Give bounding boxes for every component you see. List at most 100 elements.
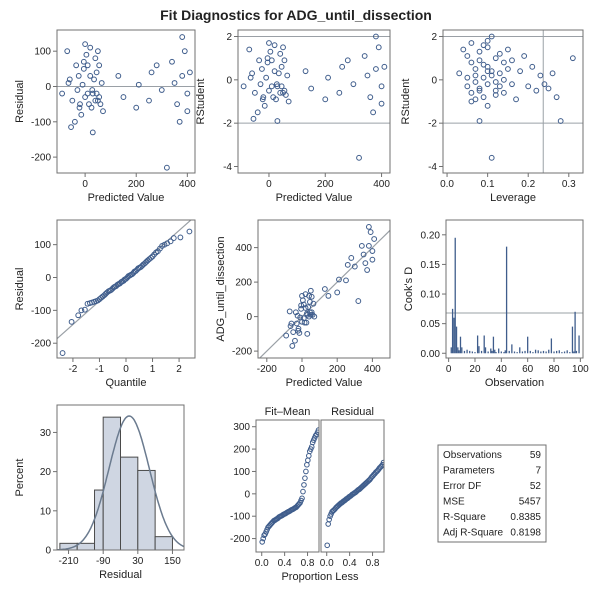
data-point [345, 58, 350, 63]
data-point [534, 88, 539, 93]
data-point [69, 319, 74, 324]
rstudent_vs_leverage-axes: 0.0 0.1 0.2 0.320-2-4LeverageRStudent [400, 30, 583, 204]
data-point [187, 70, 192, 75]
data-point [149, 70, 154, 75]
rf-panel-plot-area [260, 428, 321, 544]
y-tick-label: 0.15 [421, 260, 441, 271]
data-point [70, 98, 75, 103]
x-tick-label: -90 [96, 556, 111, 567]
data-point [370, 257, 375, 262]
data-point [89, 105, 94, 110]
data-point [182, 49, 187, 54]
data-point [485, 82, 490, 87]
data-point [457, 71, 462, 76]
data-point [99, 81, 104, 86]
data-point [485, 45, 490, 50]
data-point [370, 249, 375, 254]
data-point [121, 95, 126, 100]
data-point [92, 77, 97, 82]
data-point [473, 73, 478, 78]
plot-frame [321, 420, 384, 552]
data-point [337, 90, 342, 95]
x-tick-label: 80 [548, 364, 560, 375]
data-point [477, 49, 482, 54]
y-axis-label: ADG_until_dissection [215, 236, 227, 341]
data-point [362, 54, 367, 59]
data-point [365, 268, 370, 273]
data-point [65, 49, 70, 54]
y-tick-label: -100 [31, 117, 51, 128]
data-point [514, 97, 519, 102]
data-point [340, 64, 345, 69]
data-point [493, 80, 498, 85]
y-tick-label: 2 [431, 32, 437, 43]
plot-frame [446, 220, 583, 358]
residual_histogram-plot-area [57, 416, 184, 550]
data-point [344, 278, 349, 283]
data-point [170, 59, 175, 64]
data-point [366, 225, 371, 230]
table-row-value: 5457 [519, 497, 542, 508]
y-tick-label: 0 [226, 75, 232, 86]
x-tick-label: 150 [164, 556, 181, 567]
x-tick-label: 400 [179, 179, 196, 190]
panel-header: Fit–Mean [265, 406, 311, 418]
data-point [272, 43, 277, 48]
x-tick-label: 0 [123, 364, 129, 375]
x-tick-label: -2 [68, 364, 77, 375]
x-tick-label: 0 [446, 364, 452, 375]
data-point [465, 84, 470, 89]
data-point [546, 86, 551, 91]
data-point [284, 333, 289, 338]
data-point [82, 307, 87, 312]
y-tick-label: 100 [34, 240, 51, 251]
y-tick-label: 200 [235, 278, 252, 289]
y-tick-label: 0.00 [421, 349, 441, 360]
data-point [309, 86, 314, 91]
y-tick-label: 10 [40, 506, 52, 517]
data-point [180, 74, 185, 79]
data-point [522, 54, 527, 59]
data-point [185, 109, 190, 114]
y-tick-label: -200 [232, 347, 252, 358]
data-point [363, 261, 368, 266]
data-point [285, 73, 290, 78]
data-point [134, 105, 139, 110]
data-point [379, 101, 384, 106]
data-point [278, 51, 283, 56]
y-tick-label: -200 [31, 153, 51, 164]
data-point [526, 84, 531, 89]
data-point [290, 344, 295, 349]
table-row-value: 0.8198 [510, 528, 541, 539]
x-tick-label: 200 [317, 179, 334, 190]
y-tick-label: -200 [230, 534, 250, 545]
x-axis-label: Residual [99, 569, 142, 581]
data-point [178, 235, 183, 240]
data-point [345, 262, 350, 267]
x-tick-label: 0 [266, 179, 272, 190]
y-tick-label: 30 [40, 428, 52, 439]
x-tick-label: 0.4 [278, 558, 292, 569]
data-point [489, 155, 494, 160]
y-tick-label: 0 [45, 82, 51, 93]
data-point [95, 49, 100, 54]
plot-frame [57, 30, 195, 173]
y-tick-label: 0.05 [421, 319, 441, 330]
table-row-value: 59 [530, 450, 542, 461]
data-point [374, 67, 379, 72]
x-axis-label: Leverage [490, 192, 536, 204]
y-tick-label: 0 [246, 312, 252, 323]
table-row-value: 7 [535, 466, 541, 477]
y-tick-label: -100 [31, 306, 51, 317]
data-point [252, 90, 257, 95]
data-point [177, 119, 182, 124]
data-point [368, 95, 373, 100]
x-tick-label: 0.1 [481, 179, 495, 190]
data-point [84, 52, 89, 57]
data-point [303, 69, 308, 74]
data-point [97, 63, 102, 68]
data-point [368, 230, 373, 235]
plot-frame [238, 30, 390, 173]
data-point [101, 109, 106, 114]
